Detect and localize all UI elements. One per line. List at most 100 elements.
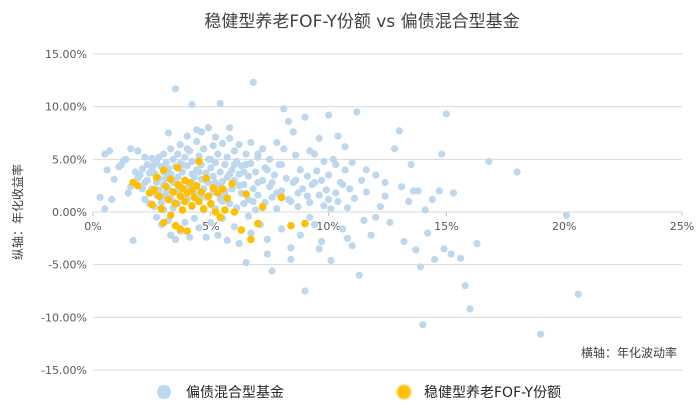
data-point [230, 147, 238, 155]
data-point [341, 166, 349, 174]
data-point [268, 193, 276, 201]
x-tick-label: 0% [84, 220, 101, 233]
data-point [391, 145, 399, 153]
series-0 [96, 78, 582, 338]
data-point [242, 161, 250, 169]
data-point [350, 194, 359, 202]
data-point [320, 157, 328, 165]
data-point [287, 221, 295, 230]
data-point [169, 155, 177, 163]
data-point [273, 205, 281, 213]
data-point [138, 165, 147, 173]
data-point [197, 188, 206, 196]
y-tick-label: -10.00% [41, 311, 87, 324]
data-point [159, 218, 168, 227]
data-point [355, 271, 363, 279]
data-point [296, 166, 304, 174]
data-point [181, 218, 189, 227]
data-point [219, 139, 227, 148]
data-point [164, 195, 173, 204]
data-point [513, 168, 521, 176]
data-point [159, 166, 168, 174]
data-point [252, 168, 260, 176]
y-tick-label: 5.00% [52, 153, 87, 166]
data-point [188, 157, 196, 165]
data-point [176, 225, 184, 233]
legend-item-0: 偏债混合型基金 [157, 384, 284, 401]
data-point [152, 173, 161, 181]
data-point [438, 150, 446, 158]
data-point [372, 213, 380, 221]
data-point [141, 153, 149, 161]
data-point [134, 147, 142, 155]
data-point [294, 189, 302, 197]
data-point [249, 185, 257, 193]
data-point [353, 108, 361, 116]
data-point [247, 235, 255, 244]
data-point [150, 186, 159, 194]
data-point [167, 231, 175, 239]
x-axis-ticks: 0% 5% 10% 15% 20% 25% [84, 212, 694, 233]
data-point [386, 218, 394, 227]
data-point [409, 187, 417, 195]
data-point [259, 145, 267, 153]
data-point [244, 172, 253, 180]
data-point [339, 181, 347, 189]
data-point [242, 150, 250, 158]
data-point [313, 167, 321, 175]
data-point [294, 203, 302, 211]
data-point [240, 168, 248, 176]
data-point [204, 124, 212, 132]
data-point [249, 197, 257, 206]
data-point [348, 158, 356, 167]
data-point [277, 225, 286, 233]
data-point [252, 206, 260, 214]
data-point [449, 189, 458, 197]
data-point [296, 231, 304, 239]
data-point [223, 153, 231, 161]
data-point [346, 185, 354, 193]
y-tick-label: 0.00% [52, 206, 87, 219]
data-point [176, 192, 184, 200]
data-point [230, 223, 238, 231]
data-point [249, 78, 257, 86]
data-point [273, 189, 281, 197]
data-point [223, 194, 232, 203]
data-point [334, 197, 342, 206]
data-point [101, 205, 109, 213]
data-point [202, 233, 210, 241]
data-point [190, 214, 198, 222]
data-point [287, 244, 295, 252]
data-point [273, 138, 281, 147]
data-point [127, 145, 135, 153]
data-point [301, 113, 309, 121]
data-point [141, 178, 149, 187]
data-point [186, 233, 194, 241]
data-point [214, 150, 222, 158]
data-point [254, 178, 262, 187]
data-point [405, 197, 413, 206]
data-point [174, 173, 182, 181]
data-point [362, 188, 370, 196]
data-point [171, 235, 180, 243]
data-point [169, 188, 177, 196]
y-axis-label: 纵轴：年化收益率 [10, 164, 25, 260]
data-point [209, 142, 217, 150]
data-point [292, 151, 300, 159]
data-point [160, 150, 168, 158]
data-point [303, 192, 311, 200]
data-point [211, 208, 220, 216]
data-point [320, 202, 328, 210]
data-point [228, 179, 236, 188]
data-point [218, 185, 227, 193]
data-point [360, 216, 368, 224]
data-point [428, 195, 436, 203]
data-point [466, 305, 474, 313]
data-point [207, 218, 215, 227]
data-point [315, 134, 323, 142]
data-point [207, 155, 215, 163]
data-point [200, 145, 208, 153]
data-point [96, 193, 104, 201]
data-point [268, 178, 276, 187]
